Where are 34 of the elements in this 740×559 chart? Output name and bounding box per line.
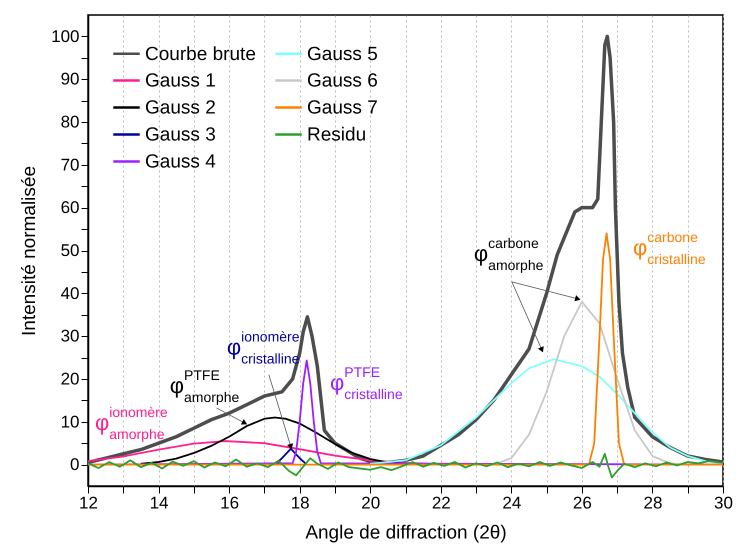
legend-label: Gauss 2	[145, 98, 216, 118]
y-tick-label: 90	[60, 70, 80, 89]
y-tick-label: 30	[60, 326, 80, 346]
legend-label: Gauss 1	[145, 70, 216, 92]
legend-label: Courbe brute	[145, 44, 256, 65]
legend-label: Gauss 6	[307, 70, 378, 92]
x-tick-label: 26	[572, 494, 592, 512]
y-tick-label: 60	[60, 198, 80, 218]
legend-label: Gauss 7	[307, 98, 378, 118]
line-series	[88, 232, 723, 466]
x-tick-label: 20	[361, 494, 380, 512]
y-tick-label: 70	[60, 155, 80, 174]
x-tick-label: 22	[432, 494, 451, 512]
line-series	[88, 452, 723, 478]
legend-label: Gauss 5	[307, 44, 378, 65]
x-tick-label: 16	[220, 494, 240, 512]
y-tick-label: 80	[60, 112, 80, 132]
legend-label: Residu	[307, 124, 366, 146]
x-tick-label: 18	[290, 494, 310, 512]
x-tick-label: 28	[643, 494, 662, 512]
x-tick-label: 30	[714, 494, 733, 512]
x-tick-label: 14	[150, 494, 169, 512]
y-axis-title: Intensité normalisée	[19, 166, 40, 336]
legend-label: Gauss 4	[145, 152, 216, 172]
x-tick-label: 24	[502, 494, 522, 512]
y-tick-label: 20	[60, 369, 80, 388]
y-tick-label: 50	[60, 241, 80, 260]
y-tick-label: 0	[70, 455, 80, 474]
legend-label: Gauss 3	[145, 124, 216, 146]
y-tick-label: 100	[51, 26, 80, 46]
x-tick-label: 12	[79, 494, 98, 512]
y-tick-label: 40	[60, 284, 80, 303]
y-tick-label: 10	[60, 412, 80, 432]
x-axis-title: Angle de diffraction (2θ)	[305, 522, 507, 544]
